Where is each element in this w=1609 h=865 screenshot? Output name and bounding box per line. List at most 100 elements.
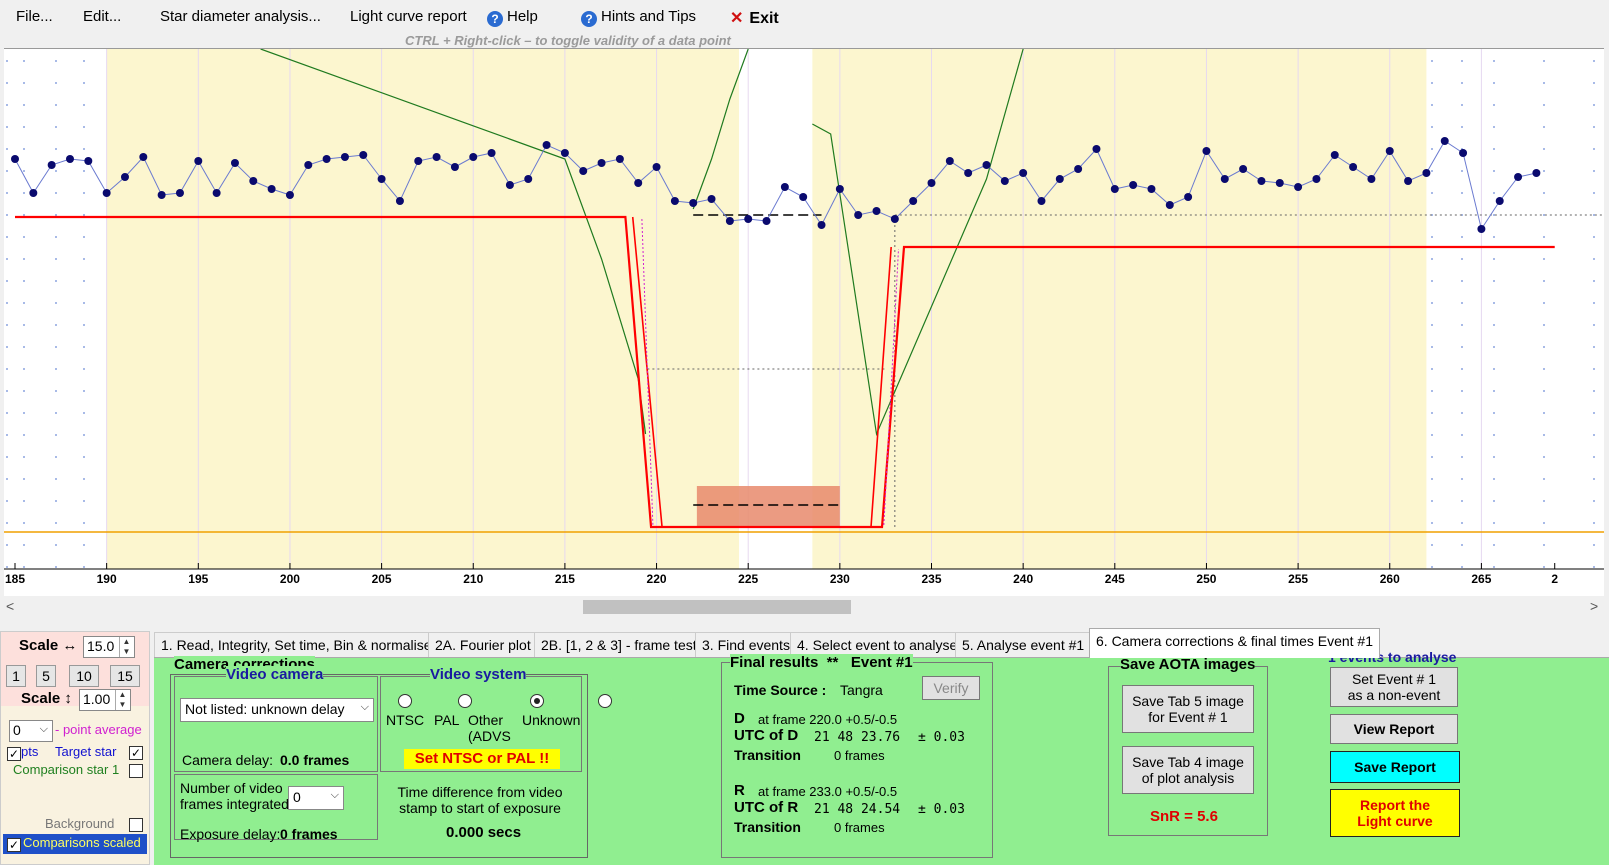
grid-dot — [1461, 82, 1463, 84]
grid-dot — [55, 192, 57, 194]
save-report-button[interactable]: Save Report — [1330, 751, 1460, 783]
data-point — [579, 167, 588, 175]
grid-dot — [1593, 368, 1595, 370]
grid-dot — [23, 500, 25, 502]
scale-10-button[interactable]: 10 — [69, 665, 99, 687]
light-curve-plot[interactable]: 185 190 195 200 205 210 215 220 225 230 235 240 245 2… — [4, 48, 1604, 596]
comparison-star-checkbox[interactable] — [129, 764, 143, 778]
other-radio[interactable] — [529, 694, 544, 708]
plot-scrollbar[interactable]: < > — [0, 598, 1609, 616]
target-star-checkbox[interactable]: ✓ — [129, 746, 143, 760]
pts-checkbox-row[interactable]: ✓ pts — [7, 744, 39, 761]
grid-dot — [1593, 104, 1595, 106]
grid-dot — [23, 566, 25, 568]
grid-dot — [55, 434, 57, 436]
tab-camera-corrections[interactable]: 6. Camera corrections & final times Even… — [1089, 628, 1381, 658]
tab-select-event[interactable]: 4. Select event to analyse — [790, 632, 965, 658]
comparisons-scaled-row[interactable]: ✓ Comparisons scaled — [3, 834, 147, 854]
point-average-select[interactable]: 0 ⌵ — [9, 720, 53, 742]
grid-dot — [1461, 434, 1463, 436]
grid-dot — [1431, 324, 1433, 326]
grid-dot — [1493, 170, 1495, 172]
report-light-curve-button[interactable]: Report the Light curve — [1330, 789, 1460, 837]
grid-dot — [23, 82, 25, 84]
chevron-left-icon[interactable]: < — [6, 598, 15, 614]
video-system-warning: Set NTSC or PAL !! — [404, 749, 560, 769]
grid-dot — [1431, 302, 1433, 304]
event-region — [696, 486, 840, 526]
verify-button[interactable]: Verify — [922, 676, 980, 700]
tab-find-events[interactable]: 3. Find events — [695, 632, 797, 658]
grid-dot — [55, 324, 57, 326]
data-point — [707, 195, 716, 203]
tab-read-integrity[interactable]: 1. Read, Integrity, Set time, Bin & norm… — [154, 632, 439, 658]
data-point — [1385, 147, 1394, 155]
frames-integrated-select[interactable]: 0 ⌵ — [288, 786, 344, 810]
unknown-radio[interactable] — [597, 694, 612, 708]
unknown-label: Unknown — [522, 712, 581, 728]
grid-dot — [1461, 280, 1463, 282]
vertical-scale-spinner[interactable]: 1.00 ▲ ▼ — [79, 689, 131, 711]
grid-dot — [1493, 566, 1495, 568]
tab-analyse-event[interactable]: 5. Analyse event #1 — [955, 632, 1092, 658]
menu-light-curve-report[interactable]: Light curve report — [350, 8, 467, 25]
grid-dot — [1593, 236, 1595, 238]
point-average-label: - point average — [55, 722, 142, 737]
grid-dot — [1543, 258, 1545, 260]
scale-15-button[interactable]: 15 — [110, 665, 140, 687]
save-tab5-image-button[interactable]: Save Tab 5 image for Event # 1 — [1122, 685, 1254, 733]
data-point — [1147, 185, 1156, 193]
grid-dot — [23, 148, 25, 150]
scale-1-button[interactable]: 1 — [6, 665, 26, 687]
camera-select[interactable]: Not listed: unknown delay ⌵ — [180, 698, 374, 722]
grid-dot — [83, 82, 85, 84]
grid-dot — [23, 258, 25, 260]
horizontal-scale-spinner[interactable]: 15.0 ▲ ▼ — [83, 636, 135, 658]
grid-dot — [1593, 478, 1595, 480]
tab-fourier-plot[interactable]: 2A. Fourier plot — [428, 632, 538, 658]
grid-dot — [1543, 478, 1545, 480]
set-non-event-button[interactable]: Set Event # 1 as a non-event — [1330, 667, 1458, 707]
grid-dot — [23, 346, 25, 348]
grid-dot — [1543, 412, 1545, 414]
data-point — [1220, 175, 1229, 183]
grid-dot — [1543, 368, 1545, 370]
ntsc-radio[interactable] — [398, 694, 412, 708]
data-point — [47, 161, 56, 169]
grid-dot — [1461, 456, 1463, 458]
save-tab4-image-button[interactable]: Save Tab 4 image of plot analysis — [1122, 746, 1254, 794]
grid-dot — [1493, 82, 1495, 84]
grid-dot — [6, 390, 8, 392]
grid-dot — [1593, 390, 1595, 392]
grid-dot — [1431, 522, 1433, 524]
grid-dot — [6, 170, 8, 172]
chevron-right-icon[interactable]: > — [1590, 598, 1599, 614]
data-point — [11, 155, 19, 163]
video-system-title: Video system — [430, 666, 527, 683]
background-checkbox[interactable] — [129, 818, 143, 832]
grid-dot — [83, 302, 85, 304]
menu-file[interactable]: File... — [16, 8, 53, 25]
grid-dot — [23, 104, 25, 106]
grid-dot — [1543, 104, 1545, 106]
grid-dot — [1461, 346, 1463, 348]
menu-hints[interactable]: ? Hints and Tips — [581, 8, 696, 27]
x-tick-label: 225 — [738, 572, 758, 586]
spinner-arrows-icon[interactable]: ▲ ▼ — [115, 690, 129, 710]
grid-dot — [1493, 60, 1495, 62]
menu-edit[interactable]: Edit... — [83, 8, 122, 25]
tab-frame-test[interactable]: 2B. [1, 2 & 3] - frame test — [534, 632, 704, 658]
pts-checkbox[interactable]: ✓ — [7, 747, 21, 761]
scale-5-button[interactable]: 5 — [36, 665, 56, 687]
menu-star-diameter[interactable]: Star diameter analysis... — [160, 8, 321, 25]
grid-dot — [55, 170, 57, 172]
menu-exit[interactable]: ✕ Exit — [730, 10, 779, 27]
pal-radio[interactable] — [457, 694, 472, 708]
comparisons-scaled-checkbox[interactable]: ✓ — [7, 838, 21, 852]
scrollbar-thumb[interactable] — [583, 600, 851, 614]
view-report-button[interactable]: View Report — [1330, 714, 1458, 744]
spinner-arrows-icon[interactable]: ▲ ▼ — [119, 637, 133, 657]
menu-help[interactable]: ? Help — [487, 8, 538, 27]
chevron-down-icon: ⌵ — [360, 701, 369, 713]
light-curve-chart[interactable]: 185 190 195 200 205 210 215 220 225 230 235 240 245 2… — [4, 48, 1604, 597]
